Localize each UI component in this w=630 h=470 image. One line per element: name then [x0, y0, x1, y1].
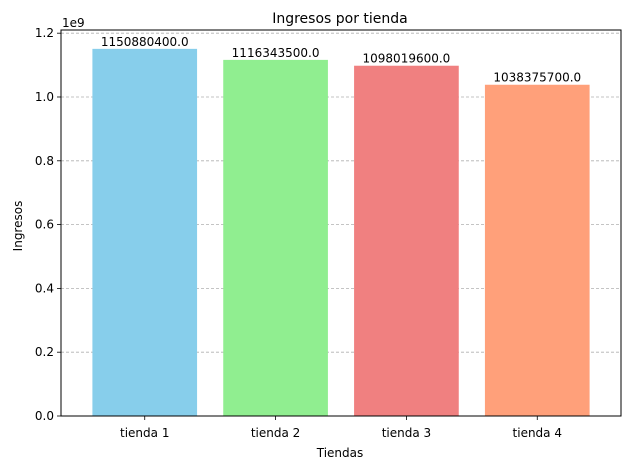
axes-frame: [60, 29, 622, 417]
y-tick-label: 0.2: [35, 345, 54, 359]
y-tick-label: 1.2: [35, 26, 54, 40]
y-tick-label: 0.0: [35, 409, 54, 423]
bar-value-label: 1150880400.0: [101, 35, 189, 49]
bar-tienda-3: [354, 65, 459, 417]
bar-tienda-2: [223, 59, 328, 416]
bar-value-label: 1116343500.0: [232, 46, 320, 60]
y-tick-label: 0.6: [35, 218, 54, 232]
plot-frame: [60, 29, 622, 417]
bar-value-label: 1038375700.0: [493, 71, 581, 85]
bar-value-labels: 1150880400.0 1116343500.0 1098019600.0 1038…: [101, 35, 581, 85]
x-tick-label: tienda 3: [382, 426, 431, 440]
bars: [92, 48, 590, 417]
bar-tienda-4: [484, 84, 590, 416]
y-tick-label: 0.8: [35, 154, 54, 168]
x-axis-ticks: tienda 1 tienda 2 tienda 3 tienda 4: [120, 416, 562, 440]
y-axis-ticks: 0.0 0.2 0.4 0.6 0.8 1.0 1.2: [35, 26, 61, 423]
bar-value-label: 1098019600.0: [363, 52, 451, 66]
y-axis-offset-text: 1e9: [62, 16, 85, 30]
x-tick-label: tienda 1: [120, 426, 169, 440]
y-axis-label: Ingresos: [11, 201, 25, 252]
chart-title: Ingresos por tienda: [272, 11, 408, 27]
y-tick-label: 0.4: [35, 281, 54, 295]
x-tick-label: tienda 2: [251, 426, 300, 440]
bar-tienda-1: [92, 48, 198, 416]
x-tick-label: tienda 4: [513, 426, 562, 440]
x-axis-label: Tiendas: [316, 446, 364, 460]
y-tick-label: 1.0: [35, 90, 54, 104]
